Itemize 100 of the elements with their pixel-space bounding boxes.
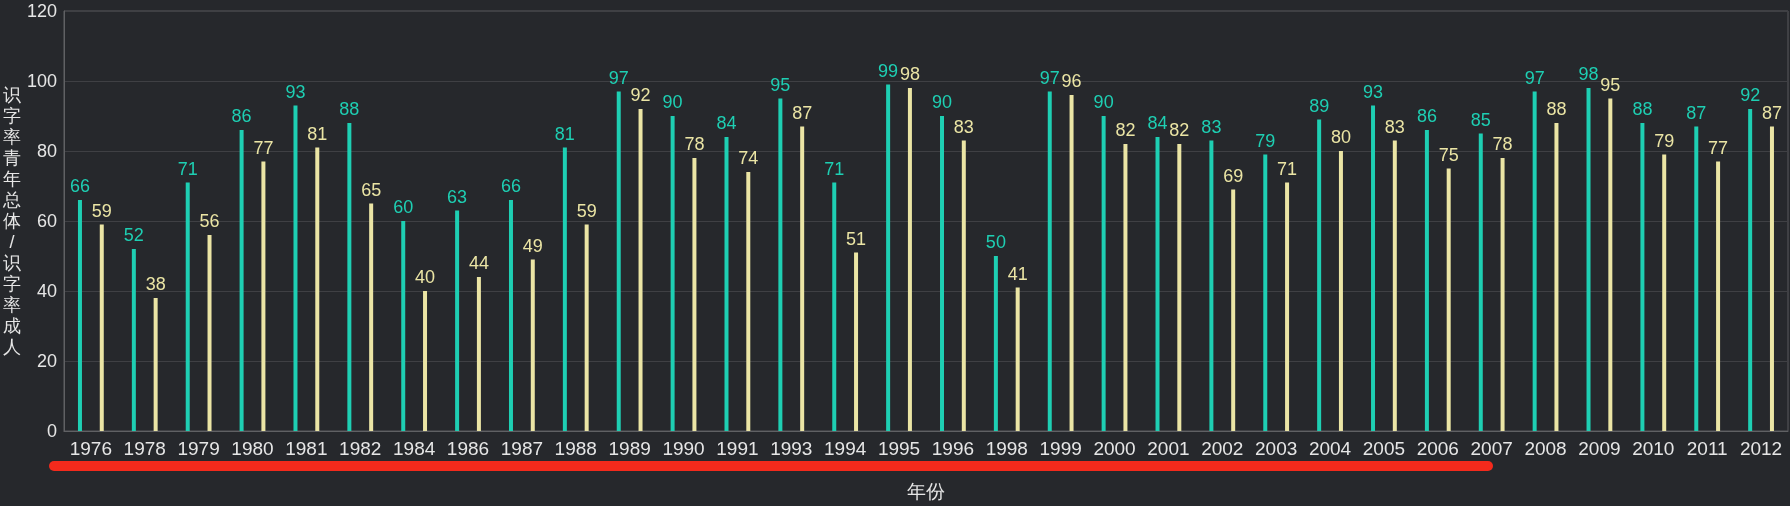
bar	[1209, 140, 1214, 431]
x-tick-label: 2010	[1632, 438, 1675, 459]
bar	[1500, 158, 1505, 431]
bar	[153, 298, 158, 431]
data-label: 66	[500, 176, 521, 196]
bar	[207, 235, 212, 431]
data-label: 98	[899, 64, 920, 84]
bar	[77, 200, 82, 431]
data-label: 81	[554, 123, 575, 144]
bar	[907, 88, 912, 431]
data-label: 92	[1740, 85, 1761, 105]
bar	[347, 123, 352, 431]
x-tick-label: 1989	[608, 438, 651, 459]
x-tick-label: 2004	[1308, 438, 1352, 459]
bar	[616, 91, 621, 431]
data-label: 71	[824, 158, 845, 179]
bar	[1338, 151, 1343, 431]
data-label: 83	[1201, 116, 1222, 137]
y-tick-label: 120	[26, 1, 57, 21]
bar	[746, 172, 751, 431]
bar	[1694, 126, 1699, 431]
bar	[185, 182, 190, 431]
data-label: 78	[1492, 134, 1513, 154]
data-label: 83	[953, 116, 974, 137]
x-tick-label: 2005	[1362, 438, 1406, 459]
data-label: 77	[253, 137, 274, 158]
data-label: 82	[1169, 120, 1190, 140]
bar	[940, 116, 944, 431]
bar	[1371, 105, 1376, 431]
bar	[261, 161, 266, 431]
bar	[530, 259, 535, 431]
bar	[1748, 109, 1753, 431]
data-label: 93	[285, 81, 306, 102]
bar	[1015, 287, 1020, 431]
data-label: 77	[1708, 137, 1729, 158]
bar	[401, 221, 406, 431]
bar	[724, 137, 729, 431]
data-label: 50	[985, 232, 1006, 252]
data-label: 49	[522, 235, 543, 256]
bar	[1424, 130, 1429, 431]
bar	[1532, 91, 1537, 431]
y-tick-label: 20	[36, 351, 57, 371]
y-tick-label: 80	[36, 141, 57, 161]
bar	[832, 182, 837, 431]
x-tick-label: 2009	[1578, 438, 1621, 459]
data-label: 87	[1761, 102, 1782, 123]
data-label: 84	[716, 113, 737, 133]
y-tick-label: 40	[36, 281, 57, 301]
bar	[369, 203, 374, 431]
x-tick-label: 2001	[1147, 438, 1190, 459]
x-tick-label: 1993	[770, 438, 813, 459]
data-label: 93	[1363, 81, 1384, 102]
x-tick-label: 2002	[1201, 438, 1244, 459]
bar	[1446, 168, 1451, 431]
data-label: 88	[1632, 99, 1653, 119]
x-tick-label: 1986	[446, 438, 490, 459]
text: 识字率青年总体/识字率成人	[3, 85, 21, 357]
data-label: 87	[792, 102, 813, 123]
data-label: 69	[1223, 165, 1244, 186]
bar	[476, 277, 481, 431]
data-label: 60	[393, 197, 414, 217]
data-label: 59	[91, 200, 112, 221]
x-tick-label: 1999	[1039, 438, 1082, 459]
data-label: 88	[1546, 99, 1567, 119]
data-label: 87	[1686, 102, 1707, 123]
x-tick-label: 1988	[554, 438, 597, 459]
bar	[562, 147, 567, 431]
data-label: 82	[1115, 120, 1136, 140]
y-tick-label: 100	[26, 71, 57, 91]
bar	[455, 210, 460, 431]
data-label: 97	[608, 67, 629, 88]
data-label: 95	[1600, 74, 1621, 95]
x-tick-label: 1996	[931, 438, 975, 459]
bar	[1285, 182, 1290, 431]
bar	[1640, 123, 1645, 431]
data-label: 52	[123, 225, 144, 245]
data-label: 90	[1093, 92, 1114, 112]
bar	[1317, 119, 1322, 431]
data-label: 78	[684, 134, 705, 154]
bar	[1101, 116, 1106, 431]
x-tick-label: 1991	[716, 438, 759, 459]
bar	[1177, 144, 1182, 431]
data-label: 97	[1039, 67, 1060, 88]
bar	[293, 105, 298, 431]
data-label: 81	[307, 123, 328, 144]
data-label: 63	[447, 186, 468, 207]
bar	[131, 249, 136, 431]
data-label: 80	[1330, 127, 1351, 147]
data-label: 90	[662, 92, 683, 112]
bar	[1069, 95, 1074, 431]
data-label: 65	[361, 179, 382, 200]
x-tick-label: 1982	[339, 438, 382, 459]
x-tick-label: 1978	[123, 438, 166, 459]
bar	[99, 224, 104, 431]
bar	[584, 224, 589, 431]
data-label: 86	[231, 106, 252, 126]
x-tick-label: 2012	[1739, 438, 1783, 459]
data-label: 51	[846, 228, 867, 249]
data-label: 56	[199, 211, 220, 231]
bar	[1263, 154, 1268, 431]
